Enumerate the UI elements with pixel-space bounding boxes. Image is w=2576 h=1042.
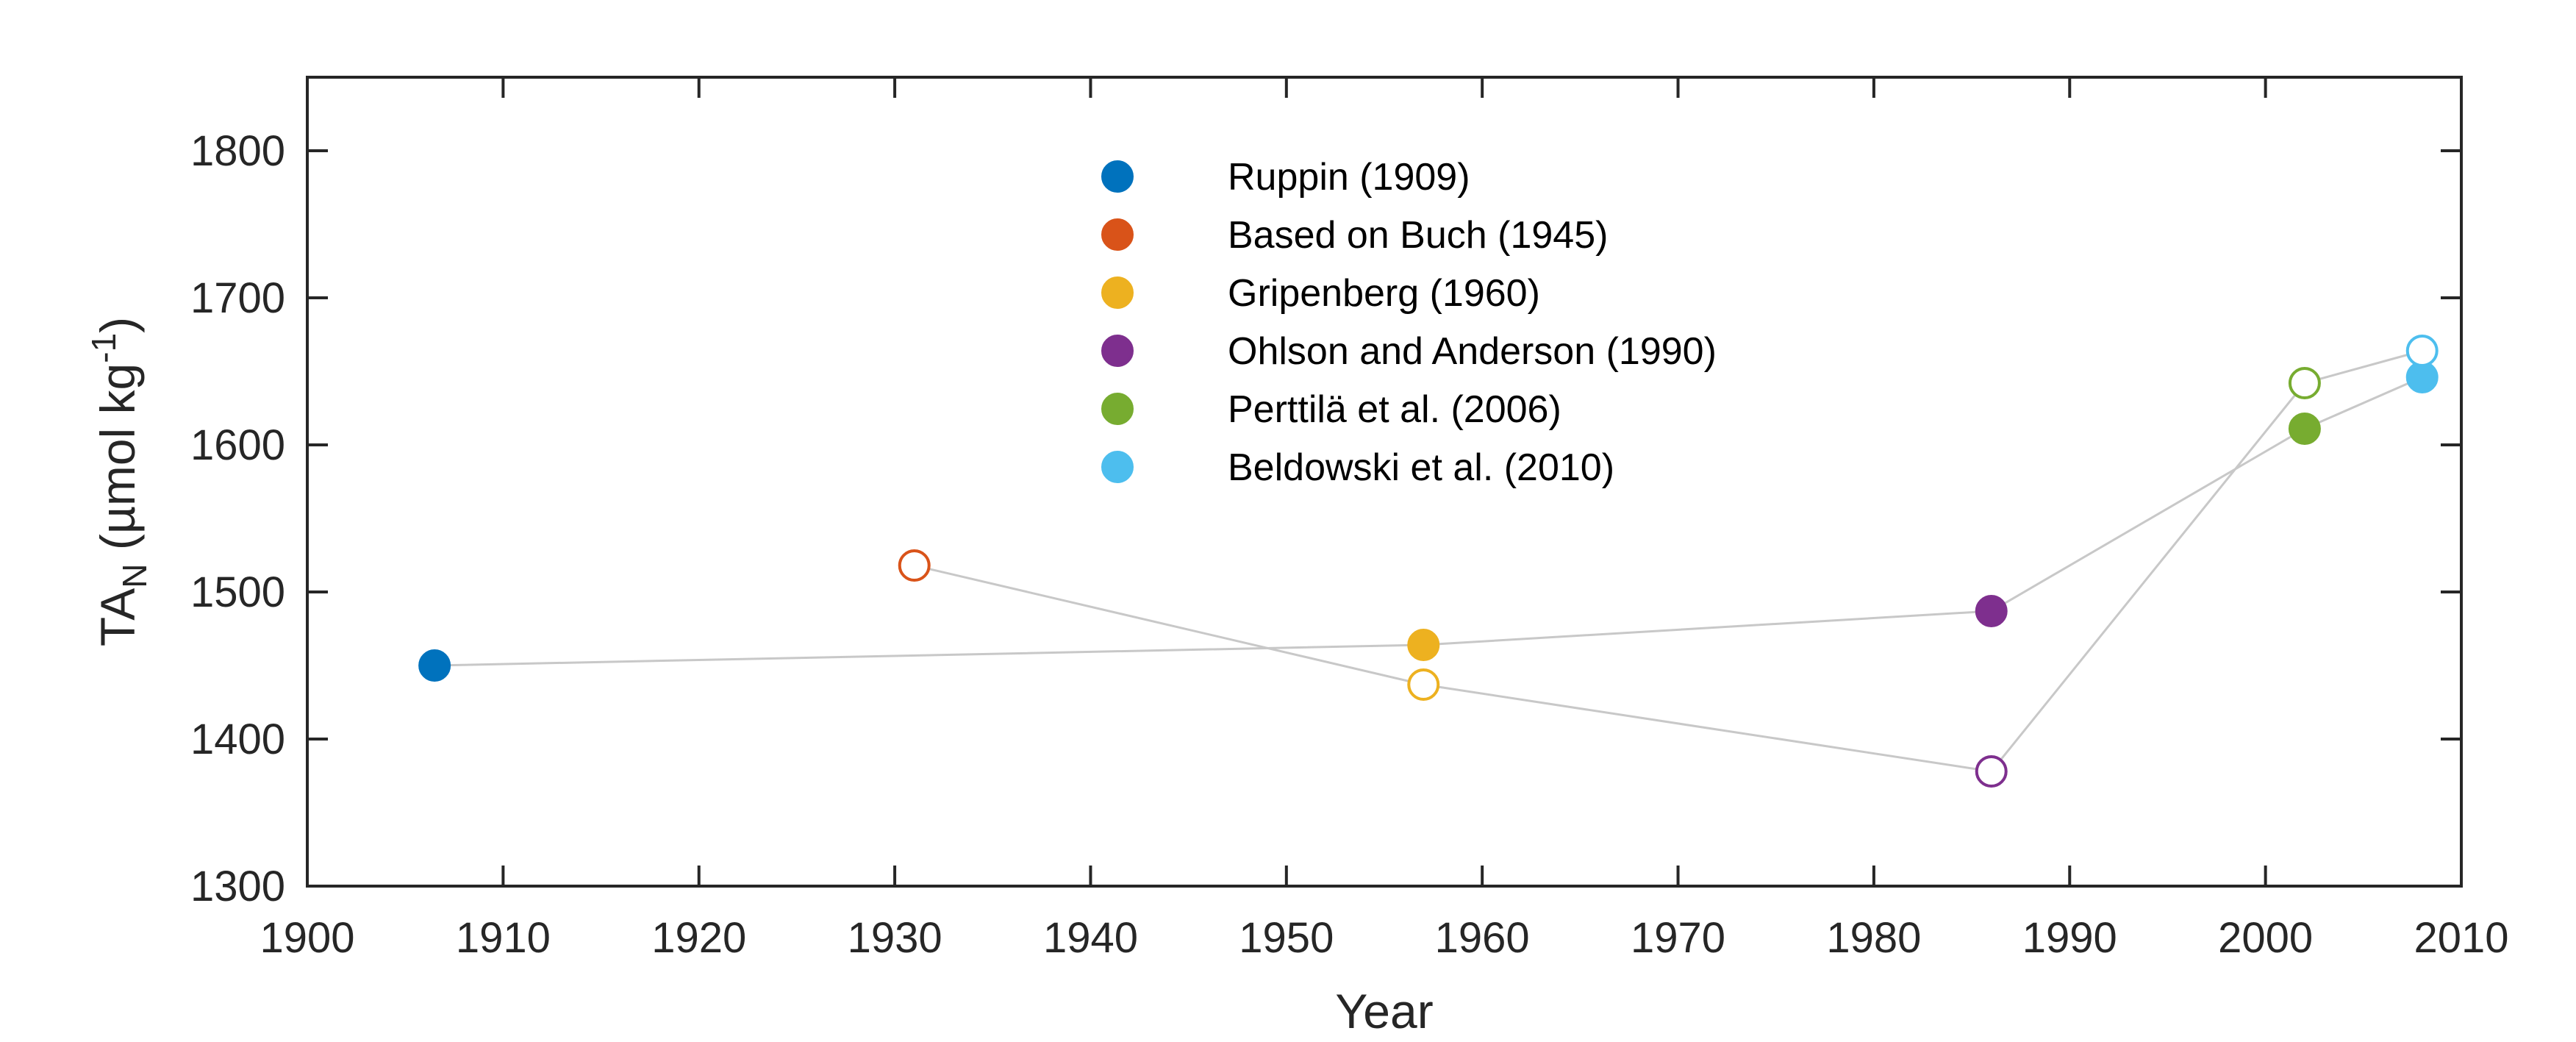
legend-label: Ruppin (1909) [1228, 156, 1470, 199]
x-tick-label: 2000 [2218, 914, 2313, 962]
legend-label: Ohlson and Anderson (1990) [1228, 330, 1717, 373]
y-tick-label: 1800 [190, 127, 285, 175]
y-tick-label: 1500 [190, 568, 285, 616]
data-point-open [1407, 668, 1440, 701]
legend-marker [1101, 451, 1134, 483]
y-axis-label: TAN (µmol kg-1) [85, 317, 154, 646]
data-point-filled [1975, 595, 2008, 627]
x-tick-label: 1960 [1435, 914, 1530, 962]
data-point-open [898, 549, 931, 582]
x-tick-label: 1930 [848, 914, 942, 962]
legend-marker [1101, 335, 1134, 367]
x-tick-label: 1990 [2022, 914, 2117, 962]
data-point-open [2288, 367, 2321, 399]
y-tick-label: 1600 [190, 421, 285, 469]
y-axis-label-unit: (µmol kg [90, 363, 145, 564]
y-axis-label-close: ) [90, 317, 145, 333]
legend-marker [1101, 160, 1134, 193]
data-point-filled [2288, 413, 2321, 445]
x-tick-label: 1940 [1043, 914, 1138, 962]
x-tick-label: 1900 [260, 914, 354, 962]
legend-marker [1101, 218, 1134, 251]
x-tick-label: 1910 [456, 914, 551, 962]
legend-label: Beldowski et al. (2010) [1228, 446, 1614, 489]
x-axis-ticks: 1900 1910 1920 1930 1940 1950 1960 1970 1980 1990… [260, 77, 2509, 962]
data-point-filled [418, 649, 451, 682]
x-tick-label: 1970 [1631, 914, 1725, 962]
data-point-open [1975, 755, 2008, 788]
x-tick-label: 1980 [1826, 914, 1921, 962]
data-point-filled [1407, 629, 1440, 661]
x-tick-label: 1920 [651, 914, 746, 962]
x-axis-label: Year [1335, 984, 1433, 1038]
legend-label: Gripenberg (1960) [1228, 272, 1540, 315]
data-points [418, 335, 2439, 788]
y-axis-ticks: 1300 1400 1500 1600 1700 1800 [190, 127, 2461, 910]
y-axis-label-superscript: -1 [85, 333, 123, 363]
plot-frame [306, 76, 2463, 888]
y-axis-label-main: TA [90, 588, 145, 646]
y-tick-label: 1400 [190, 716, 285, 763]
x-tick-label: 2010 [2414, 914, 2508, 962]
x-tick-label: 1950 [1239, 914, 1334, 962]
data-point-open [2405, 335, 2439, 367]
plot-area [307, 77, 2461, 886]
y-axis-label-subscript: N [115, 563, 154, 588]
legend: Ruppin (1909) Based on Buch (1945) Gripenb… [1101, 156, 1717, 489]
y-tick-label: 1700 [190, 274, 285, 322]
legend-label: Based on Buch (1945) [1228, 214, 1608, 257]
legend-marker [1101, 276, 1134, 309]
y-tick-label: 1300 [190, 863, 285, 910]
legend-label: Perttilä et al. (2006) [1228, 388, 1561, 431]
legend-marker [1101, 393, 1134, 425]
